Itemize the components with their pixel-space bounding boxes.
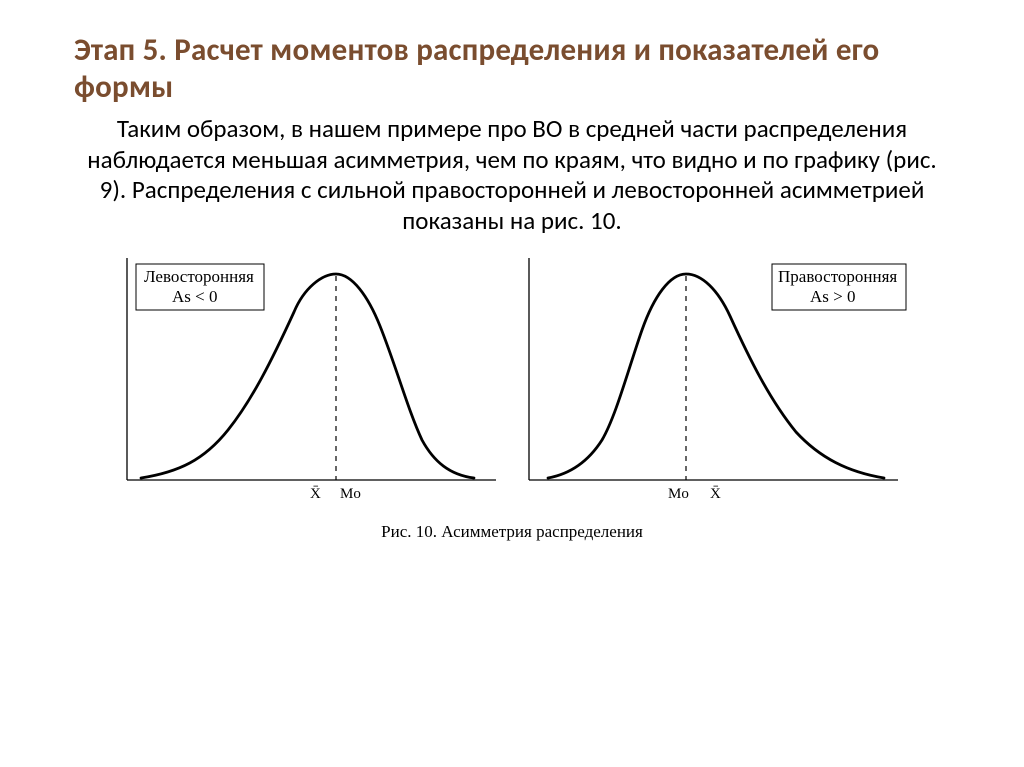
left-xlabel-mode: Mo (340, 486, 361, 502)
slide-body-text: Таким образом, в нашем примере про ВО в … (74, 114, 950, 236)
charts-row: Левосторонняя As < 0 X̄ Mo Правостороння… (74, 250, 950, 520)
slide: Этап 5. Расчет моментов распределения и … (0, 0, 1024, 767)
chart-right-skew: Правосторонняя As > 0 Mo X̄ (518, 250, 908, 520)
right-label-line1: Правосторонняя (778, 267, 897, 286)
right-xlabel-mode: Mo (668, 486, 689, 502)
right-xlabel-mean: X̄ (710, 486, 721, 502)
right-label-line2: As > 0 (810, 287, 855, 306)
left-xlabel-mean: X̄ (310, 486, 321, 502)
figure-caption: Рис. 10. Асимметрия распределения (74, 522, 950, 542)
slide-title: Этап 5. Расчет моментов распределения и … (74, 32, 950, 106)
left-label-line1: Левосторонняя (144, 267, 254, 286)
left-label-line2: As < 0 (172, 287, 217, 306)
chart-left-skew: Левосторонняя As < 0 X̄ Mo (116, 250, 506, 520)
